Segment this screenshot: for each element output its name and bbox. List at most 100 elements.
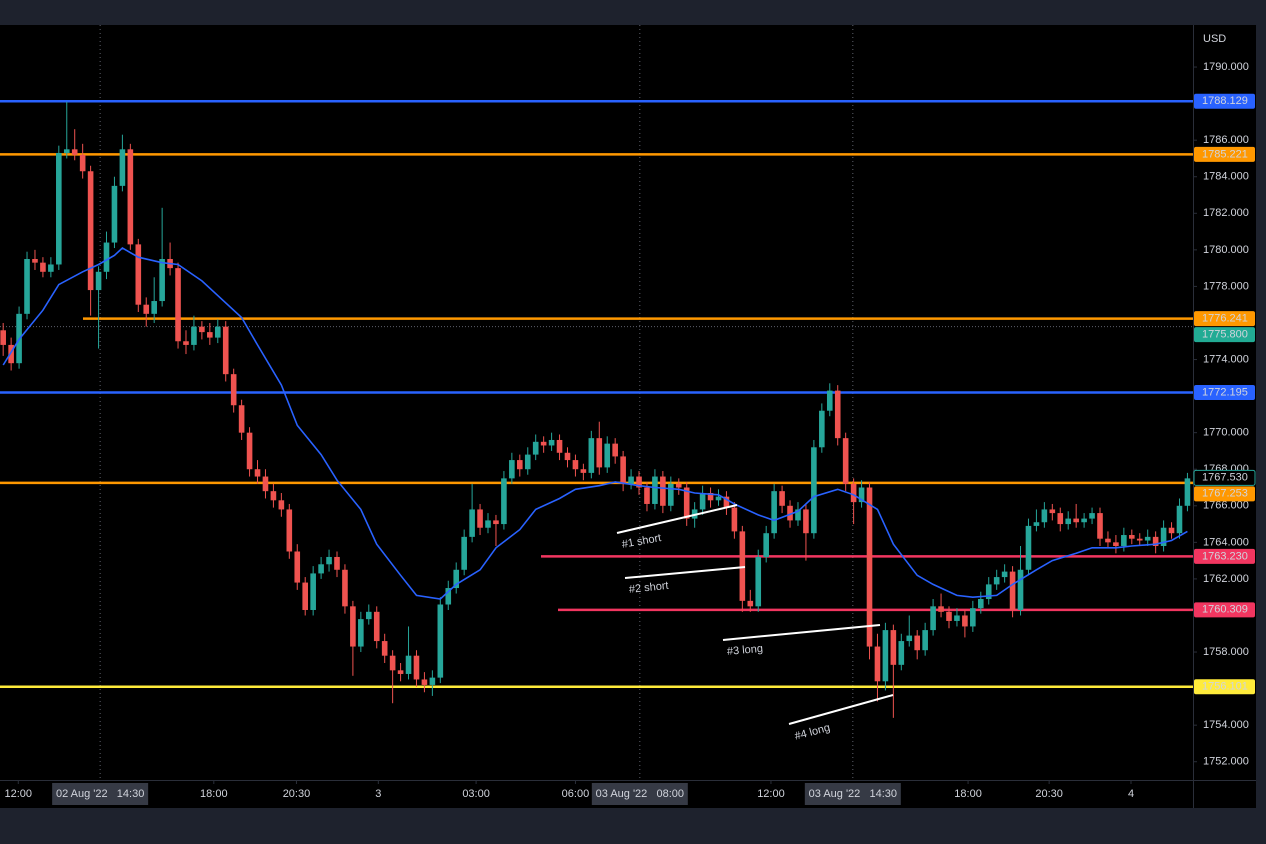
- y-tick-label: 1762.000: [1203, 573, 1249, 585]
- candle-body: [1105, 538, 1111, 543]
- candle-body: [381, 641, 388, 656]
- price-badge: [1193, 469, 1256, 486]
- candle-body: [628, 476, 634, 484]
- price-badge: [1194, 602, 1255, 618]
- price-badge-label: 1772.195: [1202, 386, 1248, 398]
- candle-body: [358, 619, 364, 647]
- candle-body: [882, 630, 889, 682]
- candle-body: [214, 326, 221, 338]
- annotation-label: #3 long: [726, 643, 763, 658]
- candle-body: [588, 438, 595, 473]
- candle-body: [874, 646, 881, 682]
- candle-body: [79, 154, 86, 172]
- candle-body: [675, 483, 682, 488]
- candle-body: [342, 569, 348, 607]
- candle-body: [668, 483, 674, 506]
- annotation-label: #2 short: [628, 580, 669, 596]
- candle-body: [1049, 509, 1056, 514]
- candle-body: [699, 492, 706, 510]
- candle-body: [938, 606, 944, 612]
- y-tick-label: 1774.000: [1203, 353, 1249, 365]
- x-tick-label: 12:00: [757, 788, 785, 800]
- candle-body: [1121, 535, 1127, 547]
- candle-body: [524, 454, 531, 470]
- candle-body: [850, 483, 857, 503]
- y-tick-label: 1778.000: [1203, 280, 1249, 292]
- candle-body: [191, 326, 197, 345]
- y-tick-label: 1780.000: [1203, 244, 1249, 256]
- annotation-line: [624, 566, 746, 579]
- candle-body: [310, 573, 316, 610]
- x-tick-label: 4: [1128, 788, 1134, 800]
- price-badge: [1194, 327, 1255, 343]
- candle-body: [87, 171, 94, 291]
- candle-body: [0, 330, 6, 345]
- candle-body: [922, 630, 928, 651]
- price-badge-label: 1767.253: [1202, 488, 1248, 500]
- y-tick-label: 1786.000: [1203, 134, 1249, 146]
- candle-body: [906, 635, 913, 642]
- price-badge: [1194, 548, 1255, 564]
- candle-body: [230, 374, 237, 406]
- price-badge-label: 1767.530: [1202, 472, 1248, 484]
- candle-body: [493, 520, 499, 525]
- candle-body: [834, 390, 841, 439]
- annotation-line: [788, 694, 894, 725]
- candle-body: [596, 438, 603, 468]
- plot-area: [0, 25, 1193, 780]
- candle-body: [151, 301, 157, 314]
- candle-body: [803, 509, 809, 534]
- candle-body: [1129, 535, 1135, 539]
- candle-body: [429, 677, 436, 685]
- candle-body: [270, 491, 277, 501]
- candle-body: [1057, 513, 1064, 525]
- candle-body: [1089, 513, 1095, 519]
- price-badge: [1194, 93, 1255, 109]
- candle-body: [71, 149, 78, 155]
- candle-body: [405, 655, 412, 674]
- candle-body: [1009, 571, 1016, 610]
- crosshair-label-bg: [804, 783, 901, 805]
- candle-body: [970, 608, 976, 627]
- candle-body: [119, 149, 126, 186]
- chart-background: [0, 25, 1256, 808]
- candle-body: [826, 390, 833, 411]
- candle-body: [652, 476, 658, 504]
- candle-body: [397, 670, 404, 674]
- candle-body: [302, 582, 309, 610]
- candle-body: [755, 556, 762, 607]
- candle-body: [286, 509, 293, 552]
- x-tick-label: 20:30: [1035, 788, 1063, 800]
- candle-body: [898, 641, 905, 665]
- candle-body: [636, 476, 642, 488]
- y-tick-label: 1752.000: [1203, 756, 1249, 768]
- candle-body: [763, 533, 769, 557]
- candle-body: [63, 149, 70, 153]
- candle-body: [501, 478, 507, 525]
- candle-body: [612, 443, 618, 457]
- candle-body: [715, 496, 722, 501]
- candle-body: [787, 505, 793, 521]
- price-badge: [1194, 385, 1255, 401]
- candle-body: [103, 242, 110, 272]
- candle-body: [294, 551, 301, 583]
- annotation-line: [616, 504, 738, 534]
- x-tick-label: 3: [375, 788, 381, 800]
- candle-body: [24, 258, 30, 314]
- candle-body: [389, 655, 396, 671]
- candle-body: [485, 520, 491, 528]
- crosshair-label: 03 Aug '22 14:30: [809, 788, 897, 800]
- price-badge-label: 1776.241: [1202, 312, 1248, 324]
- y-unit: USD: [1203, 33, 1226, 45]
- moving-average: [2, 247, 1188, 600]
- candle-body: [644, 487, 650, 504]
- candle-body: [222, 326, 229, 375]
- candle-body: [795, 509, 801, 521]
- candle-body: [747, 600, 754, 607]
- candle-body: [954, 615, 960, 621]
- x-tick-label: 12:00: [5, 788, 33, 800]
- candle-body: [914, 635, 921, 651]
- candle-body: [1176, 505, 1183, 534]
